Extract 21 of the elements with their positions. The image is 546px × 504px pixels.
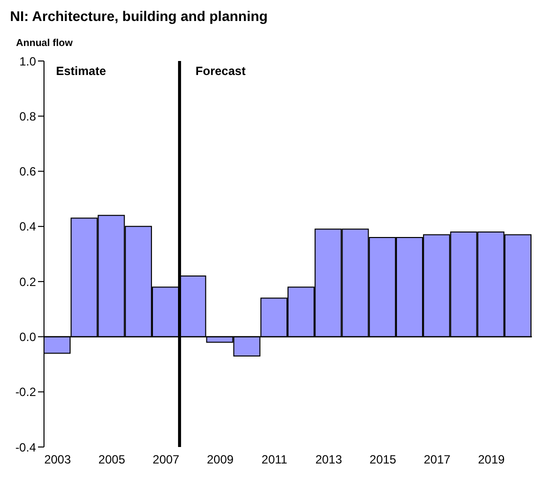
- y-tick-label: 1.0: [19, 54, 36, 68]
- y-tick-label: -0.2: [15, 385, 36, 400]
- x-tick-label: 2003: [44, 452, 72, 467]
- y-tick-label: 0.4: [19, 220, 36, 234]
- y-tick-label: 0.8: [19, 109, 36, 124]
- x-tick-label: 2013: [315, 452, 342, 467]
- x-tick-label: 2005: [98, 452, 126, 467]
- x-tick-label: 2007: [152, 452, 180, 467]
- annotation: Forecast: [196, 64, 246, 78]
- y-axis-title: Annual flow: [16, 38, 74, 49]
- y-tick-label: -0.4: [15, 440, 36, 454]
- y-tick-label: 0.0: [19, 330, 36, 344]
- y-tick-label: 0.2: [19, 274, 36, 289]
- x-tick-label: 2017: [424, 452, 451, 467]
- x-tick-label: 2015: [370, 452, 397, 467]
- y-tick-label: 0.6: [19, 164, 36, 179]
- x-tick-label: 2019: [478, 452, 506, 467]
- x-tick-label: 2011: [262, 452, 288, 467]
- annotation: Estimate: [56, 64, 106, 78]
- x-tick-label: 2009: [206, 452, 234, 467]
- chart-title: NI: Architecture, building and planning: [10, 8, 269, 24]
